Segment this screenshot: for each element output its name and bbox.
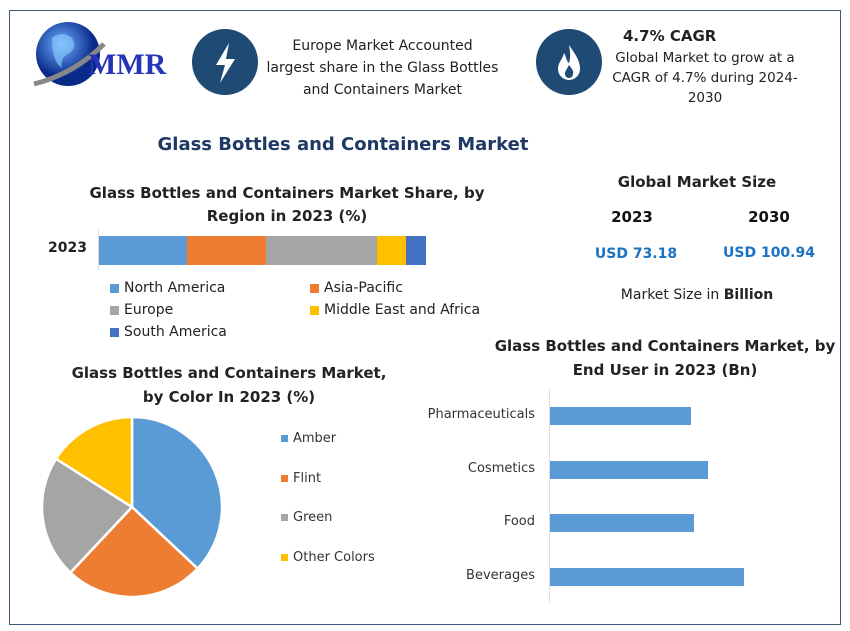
cagr-line: 2030 — [687, 90, 723, 106]
market-size-title: Global Market Size — [617, 173, 777, 191]
globe-logo-icon: MMR — [33, 22, 167, 87]
axis-line — [98, 230, 99, 270]
legend-label: North America — [124, 280, 226, 296]
color-chart-title: Glass Bottles and Containers Market, by … — [59, 361, 399, 409]
bar-segment-middle-east-and-africa — [376, 236, 407, 265]
pie-slice-other-colors — [54, 415, 134, 510]
unit-bold: Billion — [723, 287, 774, 303]
main-title: Glass Bottles and Containers Market — [157, 134, 529, 155]
year-2023: 2023 — [611, 208, 653, 226]
axis-line — [549, 390, 550, 602]
category-label: Food — [503, 514, 535, 529]
bar-food — [550, 514, 694, 532]
market-size-unit: Market Size in Billion — [597, 287, 797, 303]
bar-segment-south-america — [406, 236, 426, 265]
legend-swatch — [110, 327, 119, 337]
cagr-title: 4.7% CAGR — [623, 27, 717, 45]
legend-swatch — [310, 305, 319, 315]
mmr-logo: MMR — [32, 18, 172, 98]
year-2030: 2030 — [748, 208, 790, 226]
legend-item: Middle East and Africa — [310, 302, 480, 318]
bar-beverages — [550, 567, 744, 586]
legend-label: Europe — [124, 302, 174, 318]
legend-item: Green — [281, 510, 332, 525]
category-label: Beverages — [466, 567, 535, 583]
pie-slice-green — [40, 457, 134, 575]
legend-label: Middle East and Africa — [324, 302, 481, 318]
legend-item: Flint — [281, 471, 321, 486]
legend-item: Amber — [281, 431, 336, 446]
pie-slice-amber — [130, 415, 224, 571]
legend-label: Amber — [293, 431, 337, 446]
title-line: Glass Bottles and Containers Market Shar… — [89, 184, 485, 202]
legend-label: Other Colors — [293, 549, 375, 565]
legend-item: Europe — [110, 302, 173, 318]
legend-label: Asia-Pacific — [324, 280, 403, 296]
flame-icon — [558, 45, 580, 80]
legend-swatch — [281, 514, 288, 521]
category-label: 2023 — [48, 240, 87, 256]
title-line: by Color In 2023 (%) — [142, 388, 316, 406]
bar-segment-asia-pacific — [187, 236, 266, 265]
legend-label: Green — [293, 510, 333, 525]
lightning-badge — [192, 29, 258, 95]
cagr-text: Global Market to grow at a CAGR of 4.7% … — [610, 48, 800, 108]
pie-chart — [40, 415, 224, 599]
frame-border — [9, 10, 841, 625]
lightning-icon — [216, 43, 235, 83]
legend-item: Other Colors — [281, 550, 375, 565]
value-2030: USD 100.94 — [723, 245, 815, 261]
highlight1-line: largest share in the Glass Bottles — [266, 60, 499, 76]
legend-item: Asia-Pacific — [310, 280, 403, 296]
europe-highlight-text: Europe Market Accounted largest share in… — [255, 35, 510, 101]
end-user-chart-title: Glass Bottles and Containers Market, by … — [485, 334, 845, 382]
cagr-line: Global Market to grow at a — [615, 50, 795, 66]
region-chart-title: Glass Bottles and Containers Market Shar… — [87, 182, 487, 228]
title-line: Glass Bottles and Containers Market, — [71, 364, 387, 382]
bar-pharmaceuticals — [550, 407, 691, 425]
title-line: Region in 2023 (%) — [206, 207, 368, 225]
unit-prefix: Market Size in — [620, 287, 724, 303]
title-line: Glass Bottles and Containers Market, by — [494, 337, 836, 355]
legend-item: South America — [110, 324, 227, 340]
bar-cosmetics — [550, 460, 709, 479]
cagr-line: CAGR of 4.7% during 2024- — [612, 70, 798, 86]
legend-label: South America — [124, 324, 227, 340]
legend-swatch — [281, 553, 288, 561]
pie-slice-flint — [68, 505, 200, 599]
highlight1-line: Europe Market Accounted — [292, 38, 473, 54]
legend-swatch — [310, 283, 319, 293]
highlight1-line: and Containers Market — [302, 82, 463, 98]
category-label: Pharmaceuticals — [427, 407, 535, 422]
legend-swatch — [281, 474, 288, 482]
title-line: End User in 2023 (Bn) — [572, 361, 758, 379]
svg-text:MMR: MMR — [88, 48, 167, 81]
stacked-bar — [99, 236, 426, 265]
legend-swatch — [281, 435, 288, 442]
bar-segment-north-america — [99, 236, 188, 265]
legend-item: North America — [110, 280, 225, 296]
value-2023: USD 73.18 — [594, 246, 678, 262]
legend-swatch — [110, 283, 119, 293]
bar-segment-europe — [265, 236, 377, 265]
legend-label: Flint — [293, 470, 322, 486]
legend-swatch — [110, 305, 119, 315]
flame-badge — [536, 29, 602, 95]
category-label: Cosmetics — [467, 460, 535, 476]
